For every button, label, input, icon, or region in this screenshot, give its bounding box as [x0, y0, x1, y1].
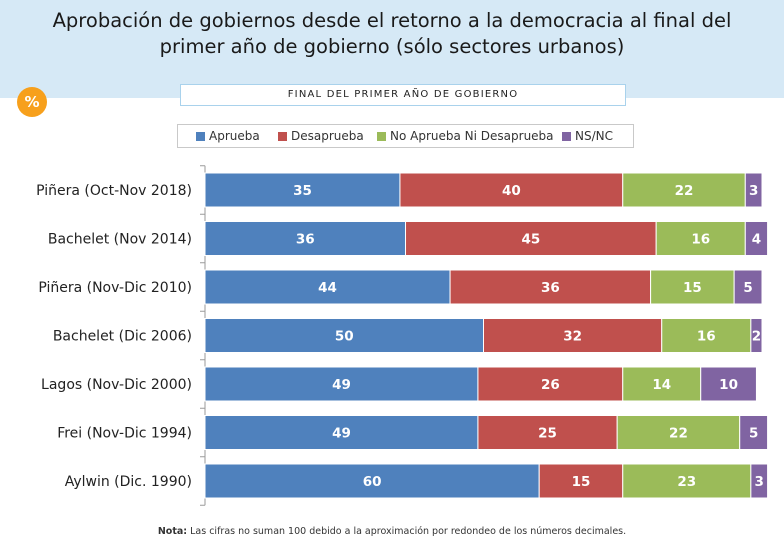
bar-segment	[204, 172, 401, 208]
bar-segment	[750, 463, 769, 499]
data-label: 36	[541, 280, 560, 296]
bar-segment	[744, 172, 763, 208]
bar-segment	[744, 221, 769, 256]
legend-label-desaprueba: Desaprueba	[291, 129, 364, 143]
percent-badge: %	[17, 87, 47, 117]
data-label: 3	[749, 183, 758, 199]
data-label: 26	[541, 377, 560, 393]
data-label: 36	[296, 232, 315, 248]
category-label: Bachelet (Dic 2006)	[53, 329, 192, 345]
legend-label-aprueba: Aprueba	[209, 129, 260, 143]
bar-segment	[204, 366, 479, 402]
data-label: 49	[332, 377, 351, 393]
legend-item-ni: No Aprueba Ni Desaprueba	[377, 125, 554, 147]
legend-swatch-desaprueba	[278, 132, 287, 141]
bar-segment	[650, 269, 735, 305]
legend-swatch-nsnc	[562, 132, 571, 141]
data-label: 25	[538, 426, 557, 442]
bar-segment	[449, 269, 652, 305]
legend: Aprueba Desaprueba No Aprueba Ni Desapru…	[177, 124, 634, 148]
data-label: 22	[675, 183, 694, 199]
bar-segment	[204, 269, 451, 305]
category-label: Frei (Nov-Dic 1994)	[57, 426, 192, 442]
bar-segment	[204, 221, 407, 256]
legend-swatch-aprueba	[196, 132, 205, 141]
legend-item-aprueba: Aprueba	[196, 125, 260, 147]
footnote: Nota: Las cifras no suman 100 debido a l…	[0, 526, 784, 537]
data-label: 22	[669, 426, 688, 442]
bar-segment	[750, 318, 763, 353]
bar-segment	[204, 318, 484, 353]
chart-title: Aprobación de gobiernos desde el retorno…	[52, 9, 732, 58]
data-label: 23	[677, 474, 696, 490]
chart-subtitle: FINAL DEL PRIMER AÑO DE GOBIERNO	[180, 84, 626, 106]
bar-segment	[655, 221, 746, 256]
data-label: 5	[743, 280, 752, 296]
category-label: Piñera (Oct-Nov 2018)	[36, 183, 192, 199]
data-label: 16	[697, 329, 716, 345]
data-label: 15	[572, 474, 591, 490]
bar-segment	[204, 415, 479, 450]
footnote-text: Las cifras no suman 100 debido a la apro…	[190, 526, 627, 537]
data-label: 40	[502, 183, 521, 199]
footnote-label: Nota:	[157, 526, 188, 537]
bar-segment	[661, 318, 752, 353]
category-label: Lagos (Nov-Dic 2000)	[41, 377, 192, 393]
data-label: 4	[752, 232, 761, 248]
data-label: 16	[691, 232, 710, 248]
data-label: 5	[749, 426, 758, 442]
data-label: 60	[363, 474, 382, 490]
bar-segment	[616, 415, 741, 450]
header-band: Aprobación de gobiernos desde el retorno…	[0, 0, 784, 98]
legend-swatch-ni	[377, 132, 386, 141]
legend-label-nsnc: NS/NC	[575, 129, 613, 143]
data-label: 44	[318, 280, 337, 296]
bar-segment	[739, 415, 769, 450]
category-label: Bachelet (Nov 2014)	[48, 232, 192, 248]
bar-segment	[477, 415, 618, 450]
data-label: 2	[752, 329, 761, 345]
legend-item-nsnc: NS/NC	[562, 125, 613, 147]
legend-label-ni: No Aprueba Ni Desaprueba	[390, 129, 554, 143]
data-label: 49	[332, 426, 351, 442]
category-label: Piñera (Nov-Dic 2010)	[38, 280, 192, 296]
category-label: Aylwin (Dic. 1990)	[65, 474, 192, 490]
data-label: 10	[719, 377, 738, 393]
bar-segment	[622, 463, 752, 499]
data-label: 14	[652, 377, 671, 393]
bar-segment	[733, 269, 763, 305]
legend-item-desaprueba: Desaprueba	[278, 125, 364, 147]
bar-segment	[405, 221, 657, 256]
data-label: 50	[335, 329, 354, 345]
data-label: 45	[521, 232, 540, 248]
data-label: 3	[755, 474, 764, 490]
data-label: 32	[563, 329, 582, 345]
data-label: 15	[683, 280, 702, 296]
data-label: 35	[293, 183, 312, 199]
bar-segment	[700, 366, 757, 402]
